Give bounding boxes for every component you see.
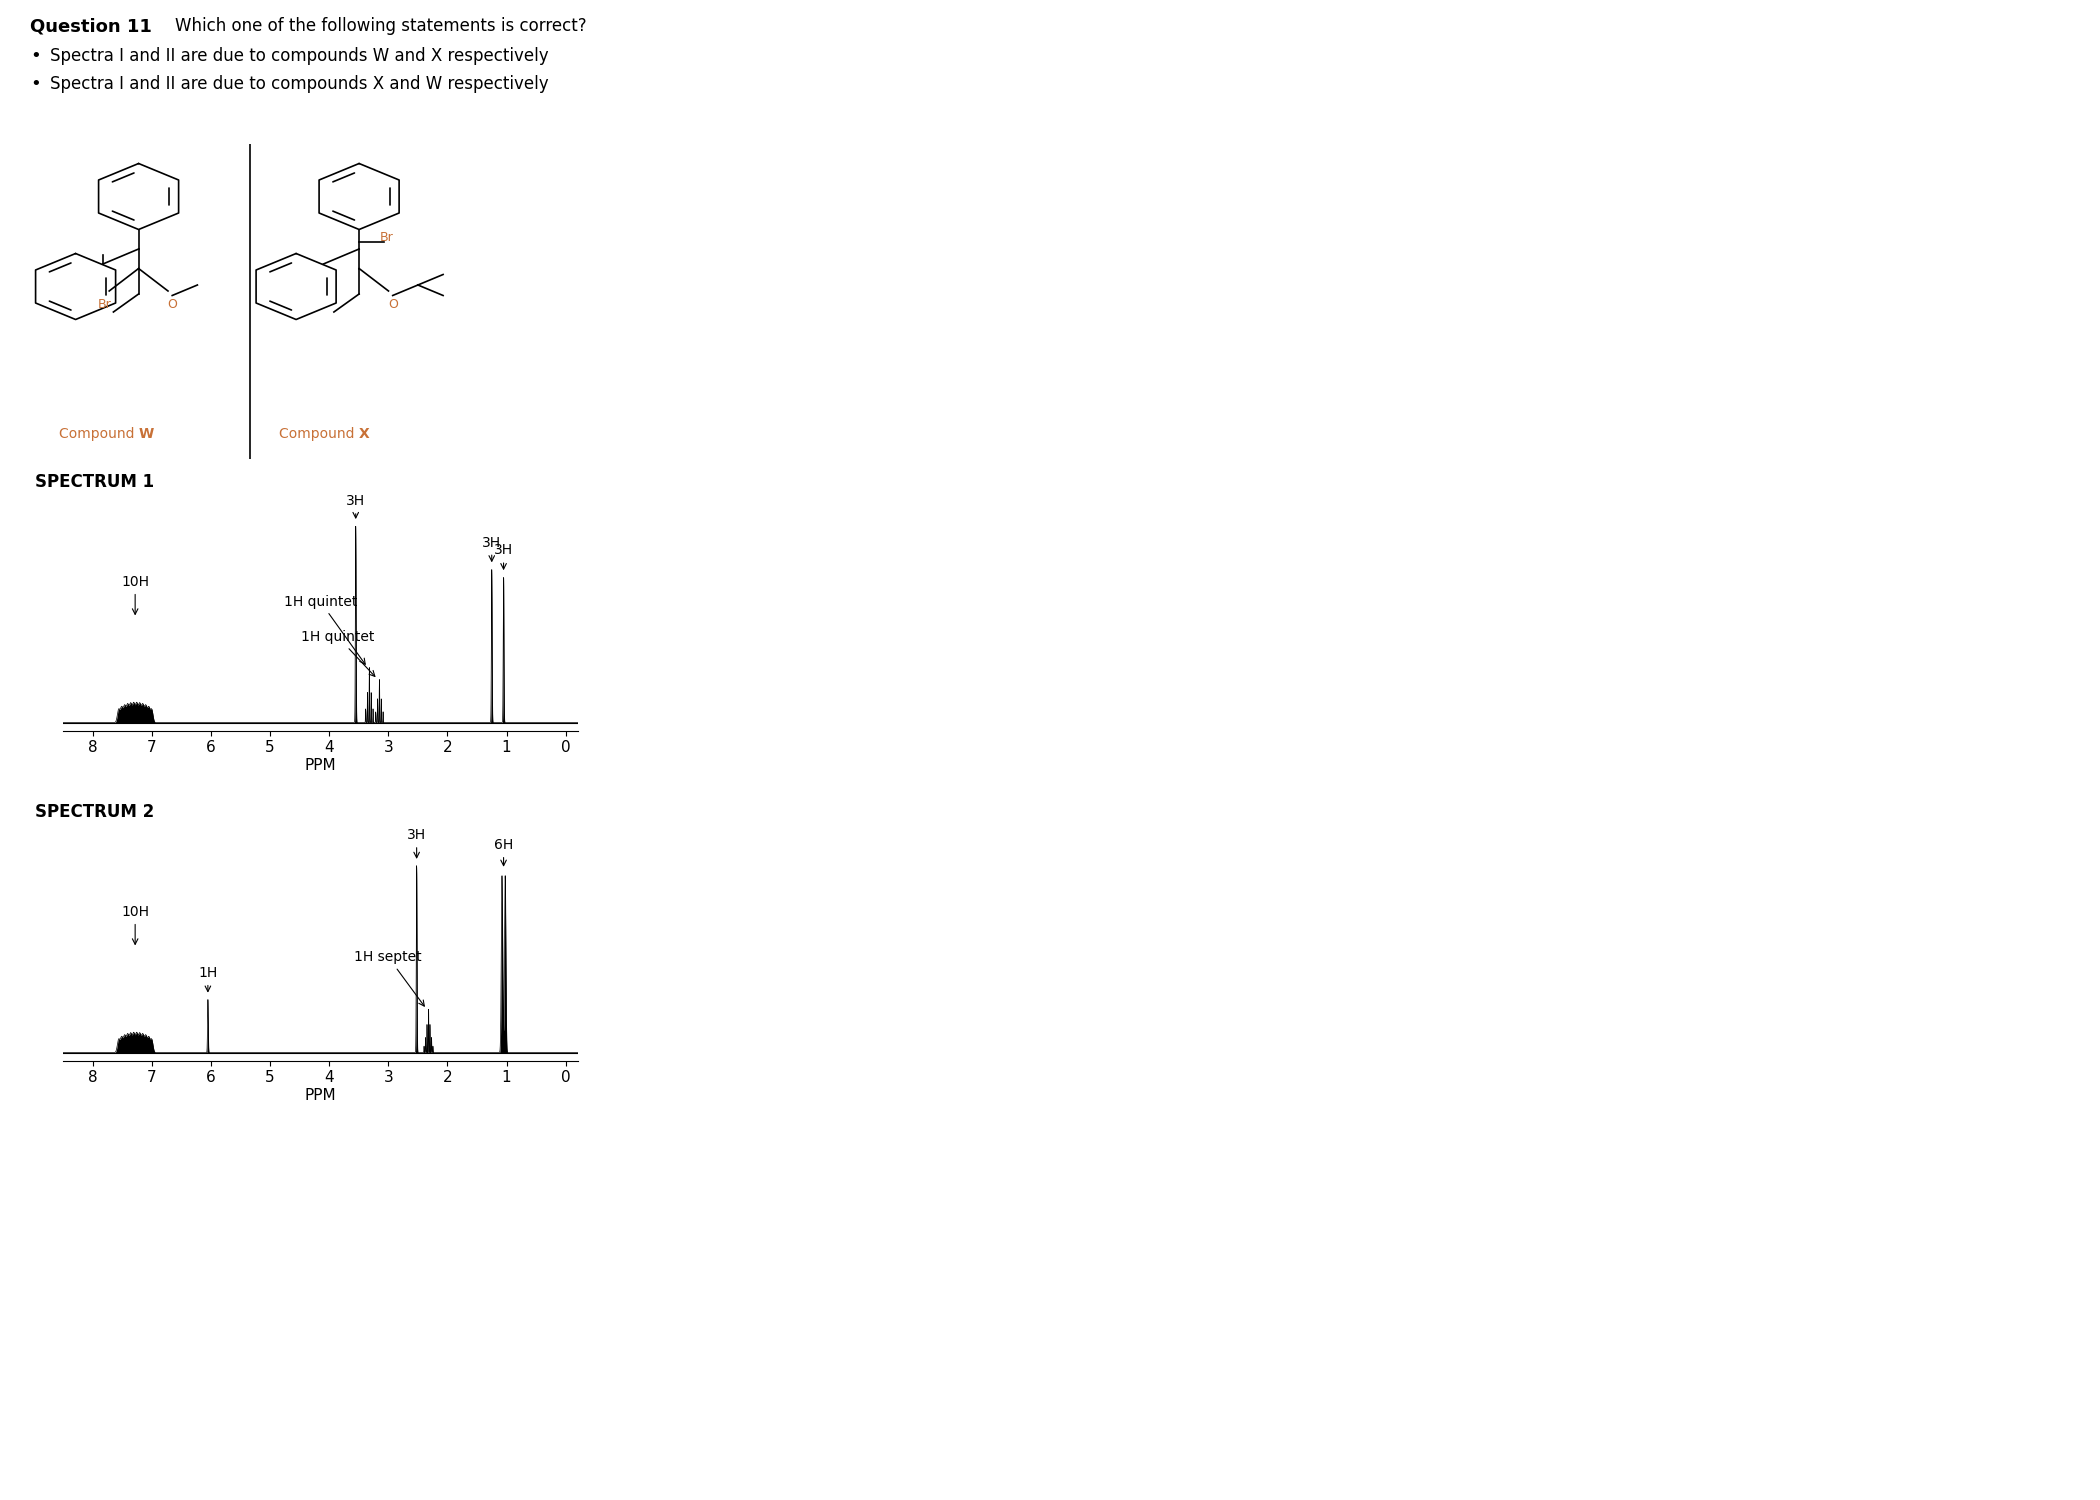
Text: 3H: 3H	[494, 543, 512, 568]
Text: W: W	[139, 427, 153, 441]
Text: 1H septet: 1H septet	[355, 950, 424, 1006]
Text: Which one of the following statements is correct?: Which one of the following statements is…	[174, 16, 586, 34]
Text: 6H: 6H	[494, 839, 512, 866]
Text: •: •	[29, 46, 40, 64]
Text: O: O	[388, 298, 397, 312]
Text: X: X	[359, 427, 370, 441]
Text: Spectra I and II are due to compounds X and W respectively: Spectra I and II are due to compounds X …	[50, 75, 548, 93]
Text: 10H: 10H	[122, 574, 149, 615]
Text: 10H: 10H	[122, 904, 149, 945]
X-axis label: PPM: PPM	[304, 758, 336, 772]
Text: 3H: 3H	[407, 828, 426, 858]
Text: Compound: Compound	[59, 427, 139, 441]
X-axis label: PPM: PPM	[304, 1088, 336, 1102]
Text: SPECTRUM 2: SPECTRUM 2	[36, 804, 153, 822]
Text: •: •	[29, 75, 40, 93]
Text: Spectra I and II are due to compounds W and X respectively: Spectra I and II are due to compounds W …	[50, 46, 548, 64]
Text: SPECTRUM 1: SPECTRUM 1	[36, 474, 153, 492]
Text: O: O	[168, 298, 176, 312]
Text: Compound: Compound	[279, 427, 359, 441]
Text: 1H quintet: 1H quintet	[284, 594, 365, 664]
Text: 3H: 3H	[346, 494, 365, 517]
Text: 1H: 1H	[197, 966, 218, 992]
Text: Br: Br	[99, 298, 111, 312]
Text: 1H quintet: 1H quintet	[300, 630, 376, 676]
Text: Br: Br	[380, 231, 395, 243]
Text: Question 11: Question 11	[29, 16, 151, 34]
Text: 3H: 3H	[483, 536, 502, 561]
